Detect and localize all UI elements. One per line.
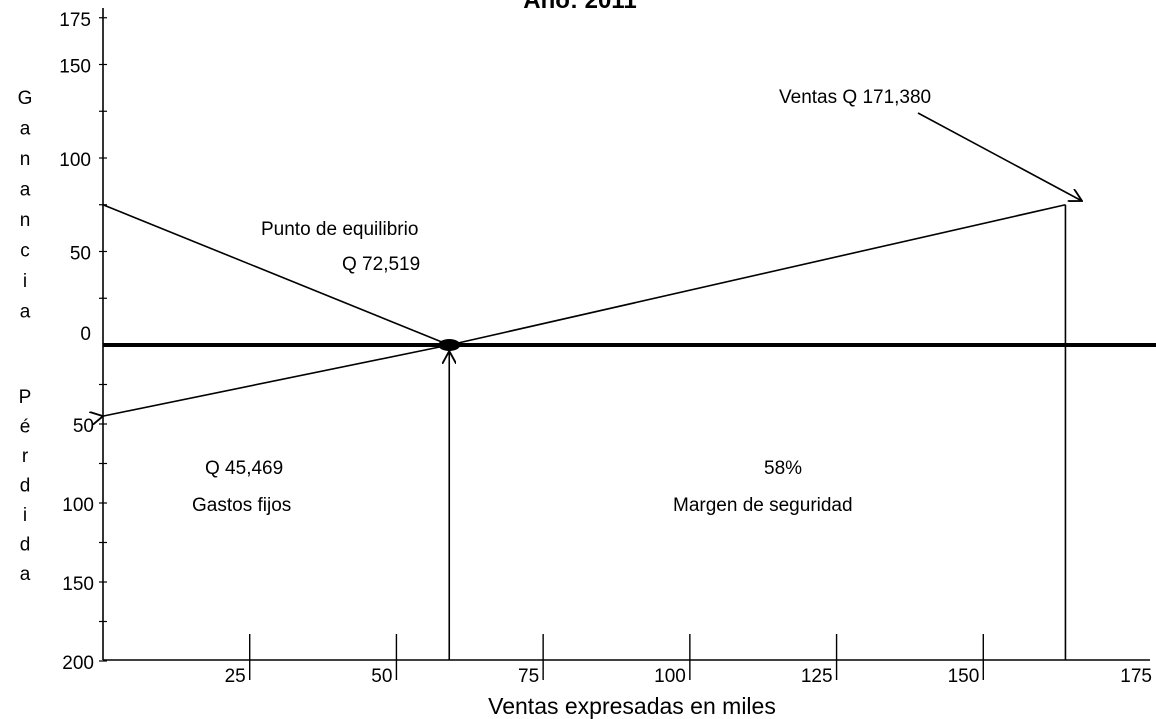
y-axis-letter: P (19, 387, 32, 408)
y-tick-label: 150 (62, 574, 94, 595)
x-tick-label: 50 (371, 666, 392, 687)
x-tick-label: 100 (654, 666, 686, 687)
y-axis-letter: a (20, 302, 31, 323)
y-axis-letter: n (20, 210, 31, 231)
y-axis-letter: G (18, 88, 33, 109)
loss-line (102, 204, 450, 346)
safety-margin-label: Margen de seguridad (673, 495, 853, 516)
y-axis-letter: d (20, 476, 31, 497)
x-tick-label: 75 (518, 666, 539, 687)
x-tick-label: 125 (801, 666, 833, 687)
y-tick-label: 175 (59, 10, 91, 31)
y-axis-letter: d (20, 535, 31, 556)
x-axis-label: Ventas expresadas en miles (488, 693, 776, 719)
y-tick-label: 50 (70, 244, 91, 265)
fixed-costs-label: Gastos fijos (192, 495, 291, 516)
safety-margin-value: 58% (764, 458, 802, 479)
x-tick-label: 175 (1120, 666, 1152, 687)
y-axis-letter: i (23, 505, 27, 526)
y-tick-label: 50 (73, 416, 94, 437)
fixed-costs-line (103, 344, 450, 416)
y-axis-letter: a (20, 119, 31, 140)
y-major-ticks: 175 150 100 50 0 50 100 150 200 (59, 10, 94, 674)
y-axis-letter: a (20, 564, 31, 585)
break-even-point (438, 339, 461, 351)
y-tick-label: 100 (62, 495, 94, 516)
y-axis-letter: n (20, 149, 31, 170)
y-tick-label: 200 (62, 653, 94, 674)
y-axis-letter: r (22, 446, 29, 467)
chart-title: Año: 2011 (523, 0, 636, 14)
y-axis-letter: é (20, 417, 31, 438)
y-tick-label: 100 (59, 150, 91, 171)
x-tick-label: 25 (225, 666, 246, 687)
y-axis-letter: a (20, 180, 31, 201)
y-axis-letter: c (20, 241, 30, 262)
fixed-costs-value: Q 45,469 (205, 458, 283, 479)
y-tick-label: 0 (80, 324, 91, 345)
x-ticks: 25 50 75 100 125 150 175 (225, 634, 1152, 687)
y-tick-label: 150 (59, 57, 91, 78)
y-axis-letter: i (23, 271, 27, 292)
break-even-value: Q 72,519 (342, 254, 420, 275)
x-tick-label: 150 (948, 666, 980, 687)
sales-line (449, 203, 1066, 346)
break-even-label: Punto de equilibrio (261, 219, 418, 240)
sales-annotation: Ventas Q 171,380 (779, 87, 931, 108)
sales-annotation-arrow (917, 112, 1082, 201)
